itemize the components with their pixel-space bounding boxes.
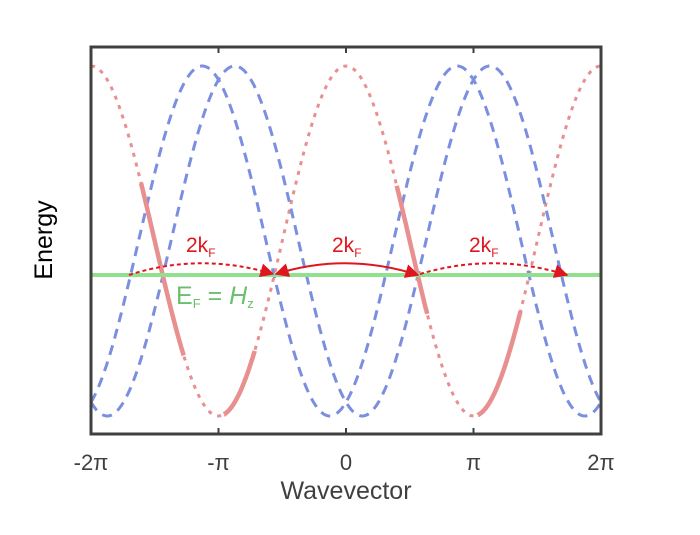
x-tick-label: π [466,450,481,475]
fermi-crossing-segment [222,350,257,417]
x-tick-label: -2π [74,450,109,475]
y-axis-label: Energy [30,200,58,280]
fermi-crossing-segment [394,185,430,315]
nesting-arrow-left [128,262,275,278]
blue-band-curve-2 [91,64,601,418]
x-axis-ticks [217,47,475,434]
x-tick-label: 0 [340,450,352,475]
fermi-crossing-segment [476,310,523,418]
annotation-2kf-middle: 2kF [332,234,362,260]
annotation-2kf-left: 2kF [186,234,216,260]
blue-band-curve-1 [91,64,601,418]
fermi-energy-label: EF = Hz [176,282,254,311]
plot-area [91,64,601,418]
x-tick-label: 2π [587,450,614,475]
nesting-arrow-right [419,262,569,278]
annotation-2kf-right: 2kF [469,234,499,260]
x-tick-label: -π [207,450,230,475]
x-axis-label: Wavevector [280,477,411,505]
nesting-arrow-middle [274,262,420,278]
